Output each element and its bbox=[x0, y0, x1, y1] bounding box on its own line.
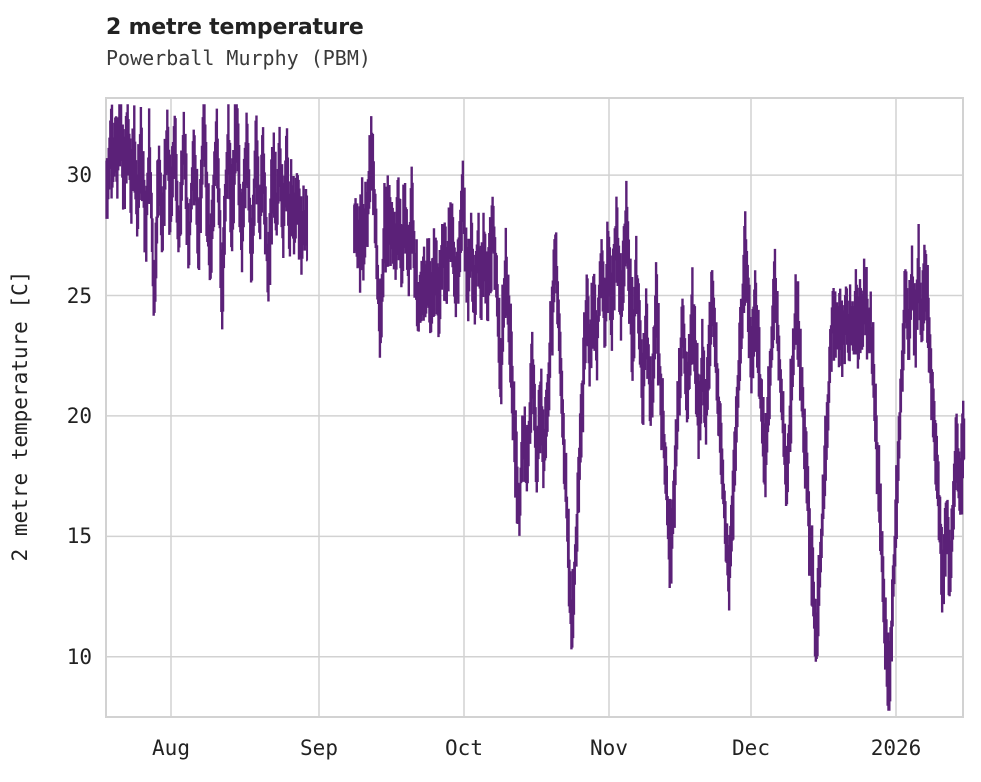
chart-subtitle: Powerball Murphy (PBM) bbox=[106, 46, 371, 70]
series-line bbox=[353, 116, 966, 711]
data-series-group bbox=[105, 104, 966, 711]
x-tick-label: Nov bbox=[590, 736, 628, 760]
y-tick-label: 15 bbox=[66, 524, 92, 549]
y-tick-label: 10 bbox=[66, 644, 92, 669]
series-line bbox=[105, 104, 309, 330]
x-tick-label: Oct bbox=[445, 736, 483, 760]
y-tick-label: 25 bbox=[66, 283, 92, 308]
x-tick-label: Dec bbox=[732, 736, 770, 760]
y-axis-ticks: 10 15 20 25 30 bbox=[0, 0, 92, 782]
y-tick-label: 30 bbox=[66, 163, 92, 188]
y-tick-label: 20 bbox=[66, 403, 92, 428]
x-tick-label: Aug bbox=[152, 736, 190, 760]
title-block: 2 metre temperature Powerball Murphy (PB… bbox=[106, 14, 371, 71]
x-tick-label: 2026 bbox=[870, 736, 922, 760]
x-tick-label: Sep bbox=[300, 736, 338, 760]
page-title: 2 metre temperature bbox=[106, 15, 364, 40]
